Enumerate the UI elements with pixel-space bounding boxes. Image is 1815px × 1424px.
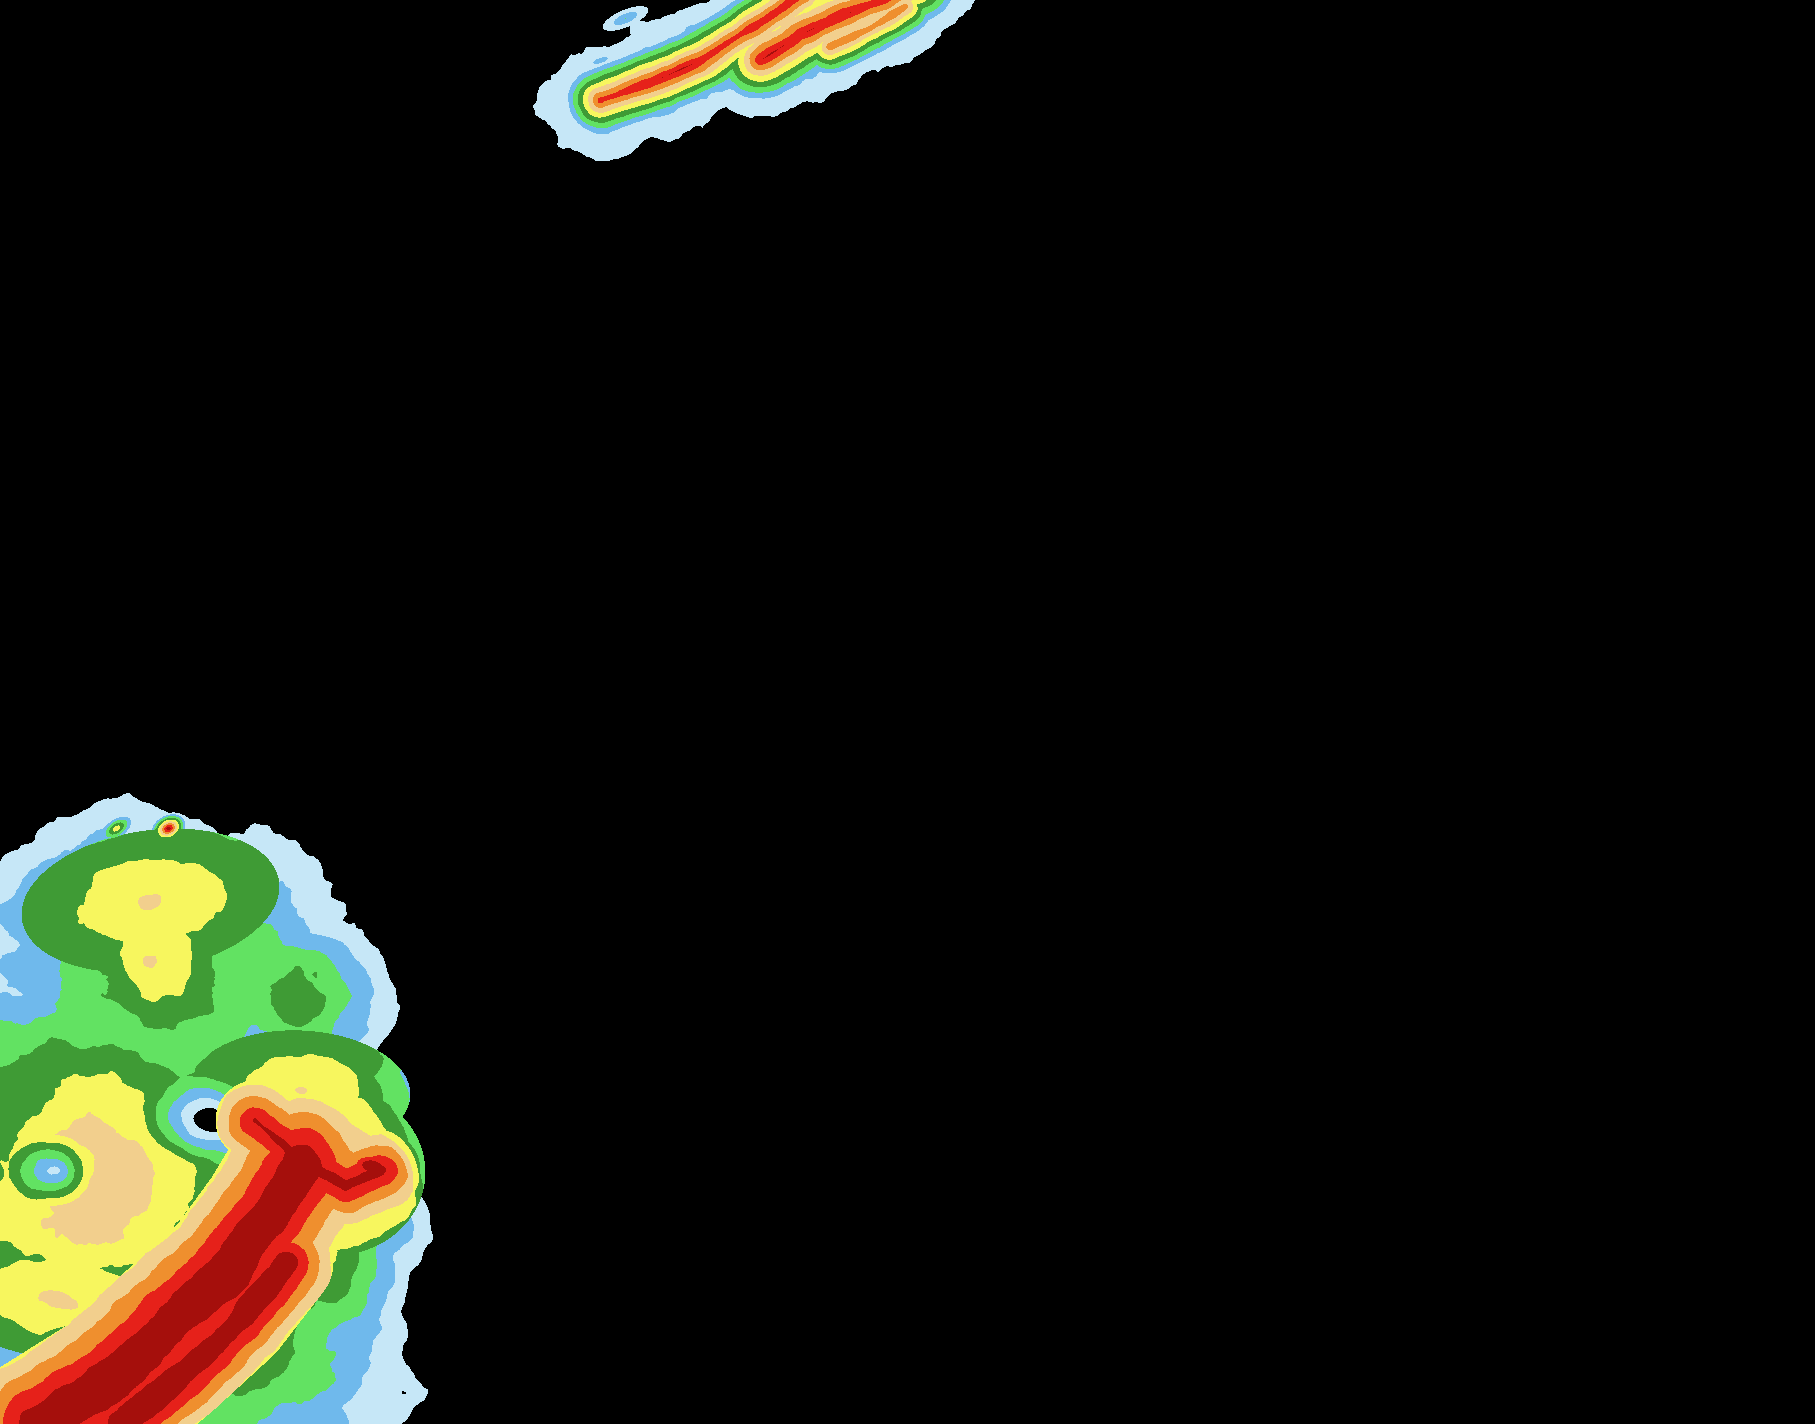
radar-reflectivity-canvas[interactable] xyxy=(0,0,1815,1424)
radar-map-viewport[interactable]: Radar Reflectivity Composite xyxy=(0,0,1815,1424)
